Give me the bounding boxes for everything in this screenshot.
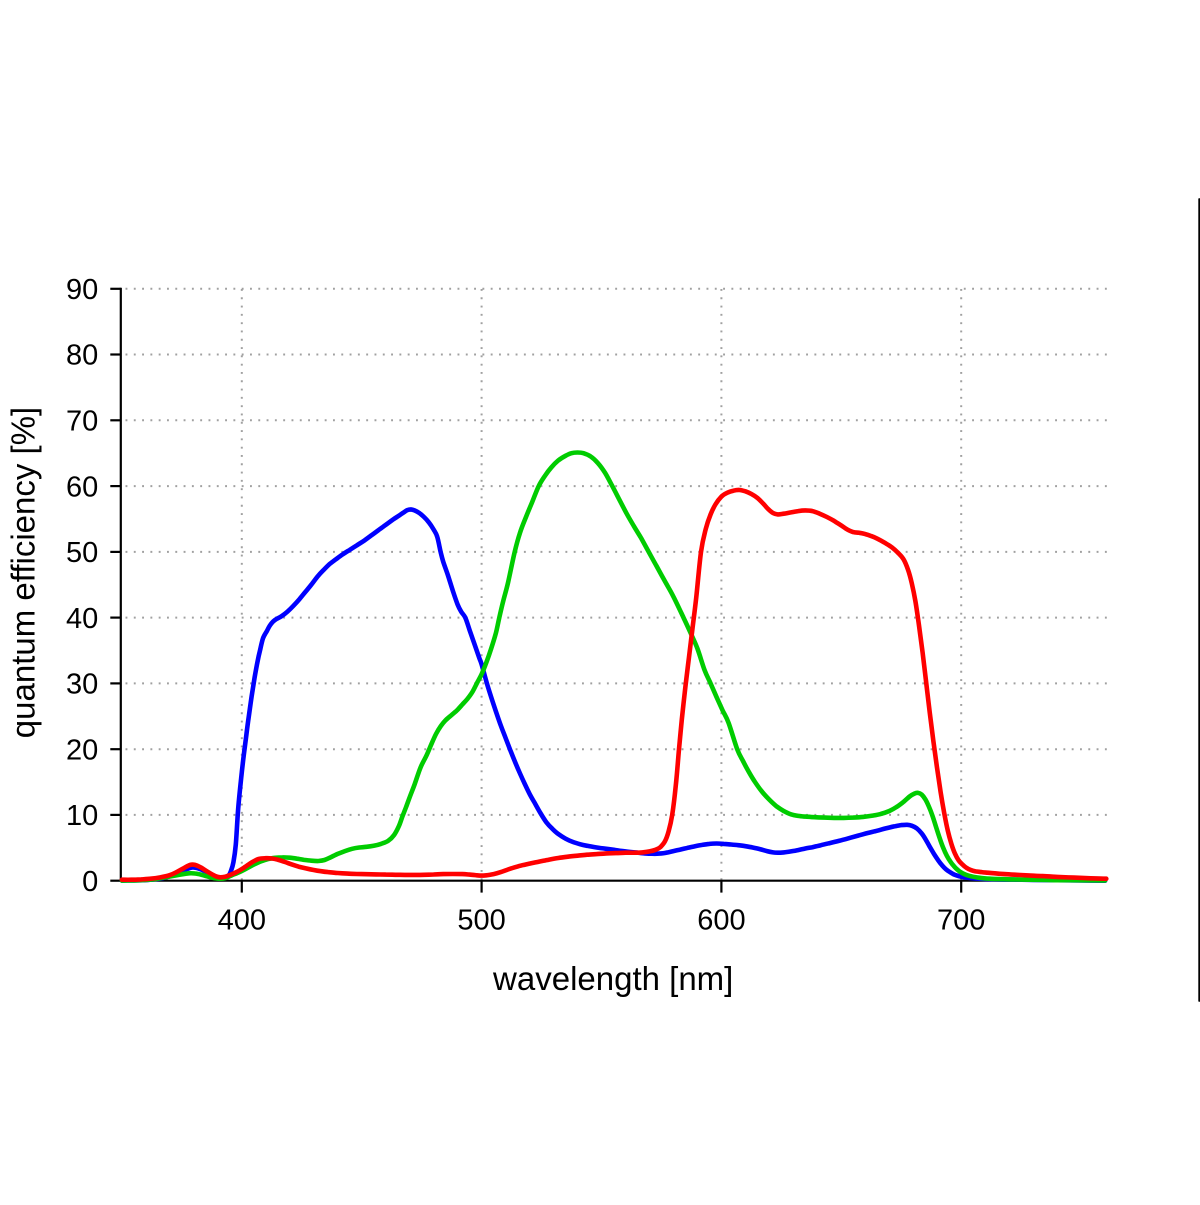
svg-text:wavelength [nm]: wavelength [nm] bbox=[492, 960, 733, 997]
svg-text:400: 400 bbox=[218, 905, 266, 937]
svg-text:600: 600 bbox=[697, 905, 745, 937]
svg-text:0: 0 bbox=[82, 866, 98, 898]
svg-text:10: 10 bbox=[66, 800, 98, 832]
svg-text:500: 500 bbox=[457, 905, 505, 937]
svg-text:700: 700 bbox=[937, 905, 985, 937]
svg-text:80: 80 bbox=[66, 340, 98, 372]
svg-text:90: 90 bbox=[66, 274, 98, 306]
svg-text:quantum efficiency [%]: quantum efficiency [%] bbox=[5, 407, 42, 738]
svg-text:60: 60 bbox=[66, 471, 98, 503]
svg-text:20: 20 bbox=[66, 734, 98, 766]
svg-text:70: 70 bbox=[66, 406, 98, 438]
svg-text:50: 50 bbox=[66, 537, 98, 569]
svg-text:30: 30 bbox=[66, 669, 98, 701]
svg-text:40: 40 bbox=[66, 603, 98, 635]
